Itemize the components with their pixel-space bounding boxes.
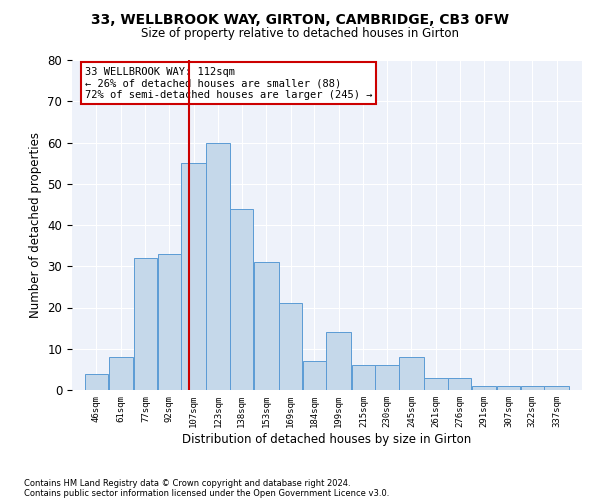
Bar — [230, 208, 253, 390]
Bar — [352, 365, 375, 390]
Text: Size of property relative to detached houses in Girton: Size of property relative to detached ho… — [141, 28, 459, 40]
Bar — [109, 357, 133, 390]
X-axis label: Distribution of detached houses by size in Girton: Distribution of detached houses by size … — [182, 432, 472, 446]
Bar — [424, 378, 448, 390]
Bar — [326, 332, 351, 390]
Bar — [399, 357, 424, 390]
Bar — [472, 386, 497, 390]
Bar — [85, 374, 108, 390]
Text: Contains public sector information licensed under the Open Government Licence v3: Contains public sector information licen… — [24, 488, 389, 498]
Text: 33 WELLBROOK WAY: 112sqm
← 26% of detached houses are smaller (88)
72% of semi-d: 33 WELLBROOK WAY: 112sqm ← 26% of detach… — [85, 66, 372, 100]
Bar — [521, 386, 544, 390]
Text: Contains HM Land Registry data © Crown copyright and database right 2024.: Contains HM Land Registry data © Crown c… — [24, 478, 350, 488]
Bar — [544, 386, 569, 390]
Bar — [279, 304, 302, 390]
Bar — [206, 142, 230, 390]
Bar — [134, 258, 157, 390]
Bar — [448, 378, 471, 390]
Bar — [303, 361, 326, 390]
Text: 33, WELLBROOK WAY, GIRTON, CAMBRIDGE, CB3 0FW: 33, WELLBROOK WAY, GIRTON, CAMBRIDGE, CB… — [91, 12, 509, 26]
Bar — [254, 262, 278, 390]
Bar — [497, 386, 520, 390]
Bar — [181, 163, 206, 390]
Bar — [157, 254, 181, 390]
Bar — [376, 365, 398, 390]
Y-axis label: Number of detached properties: Number of detached properties — [29, 132, 42, 318]
